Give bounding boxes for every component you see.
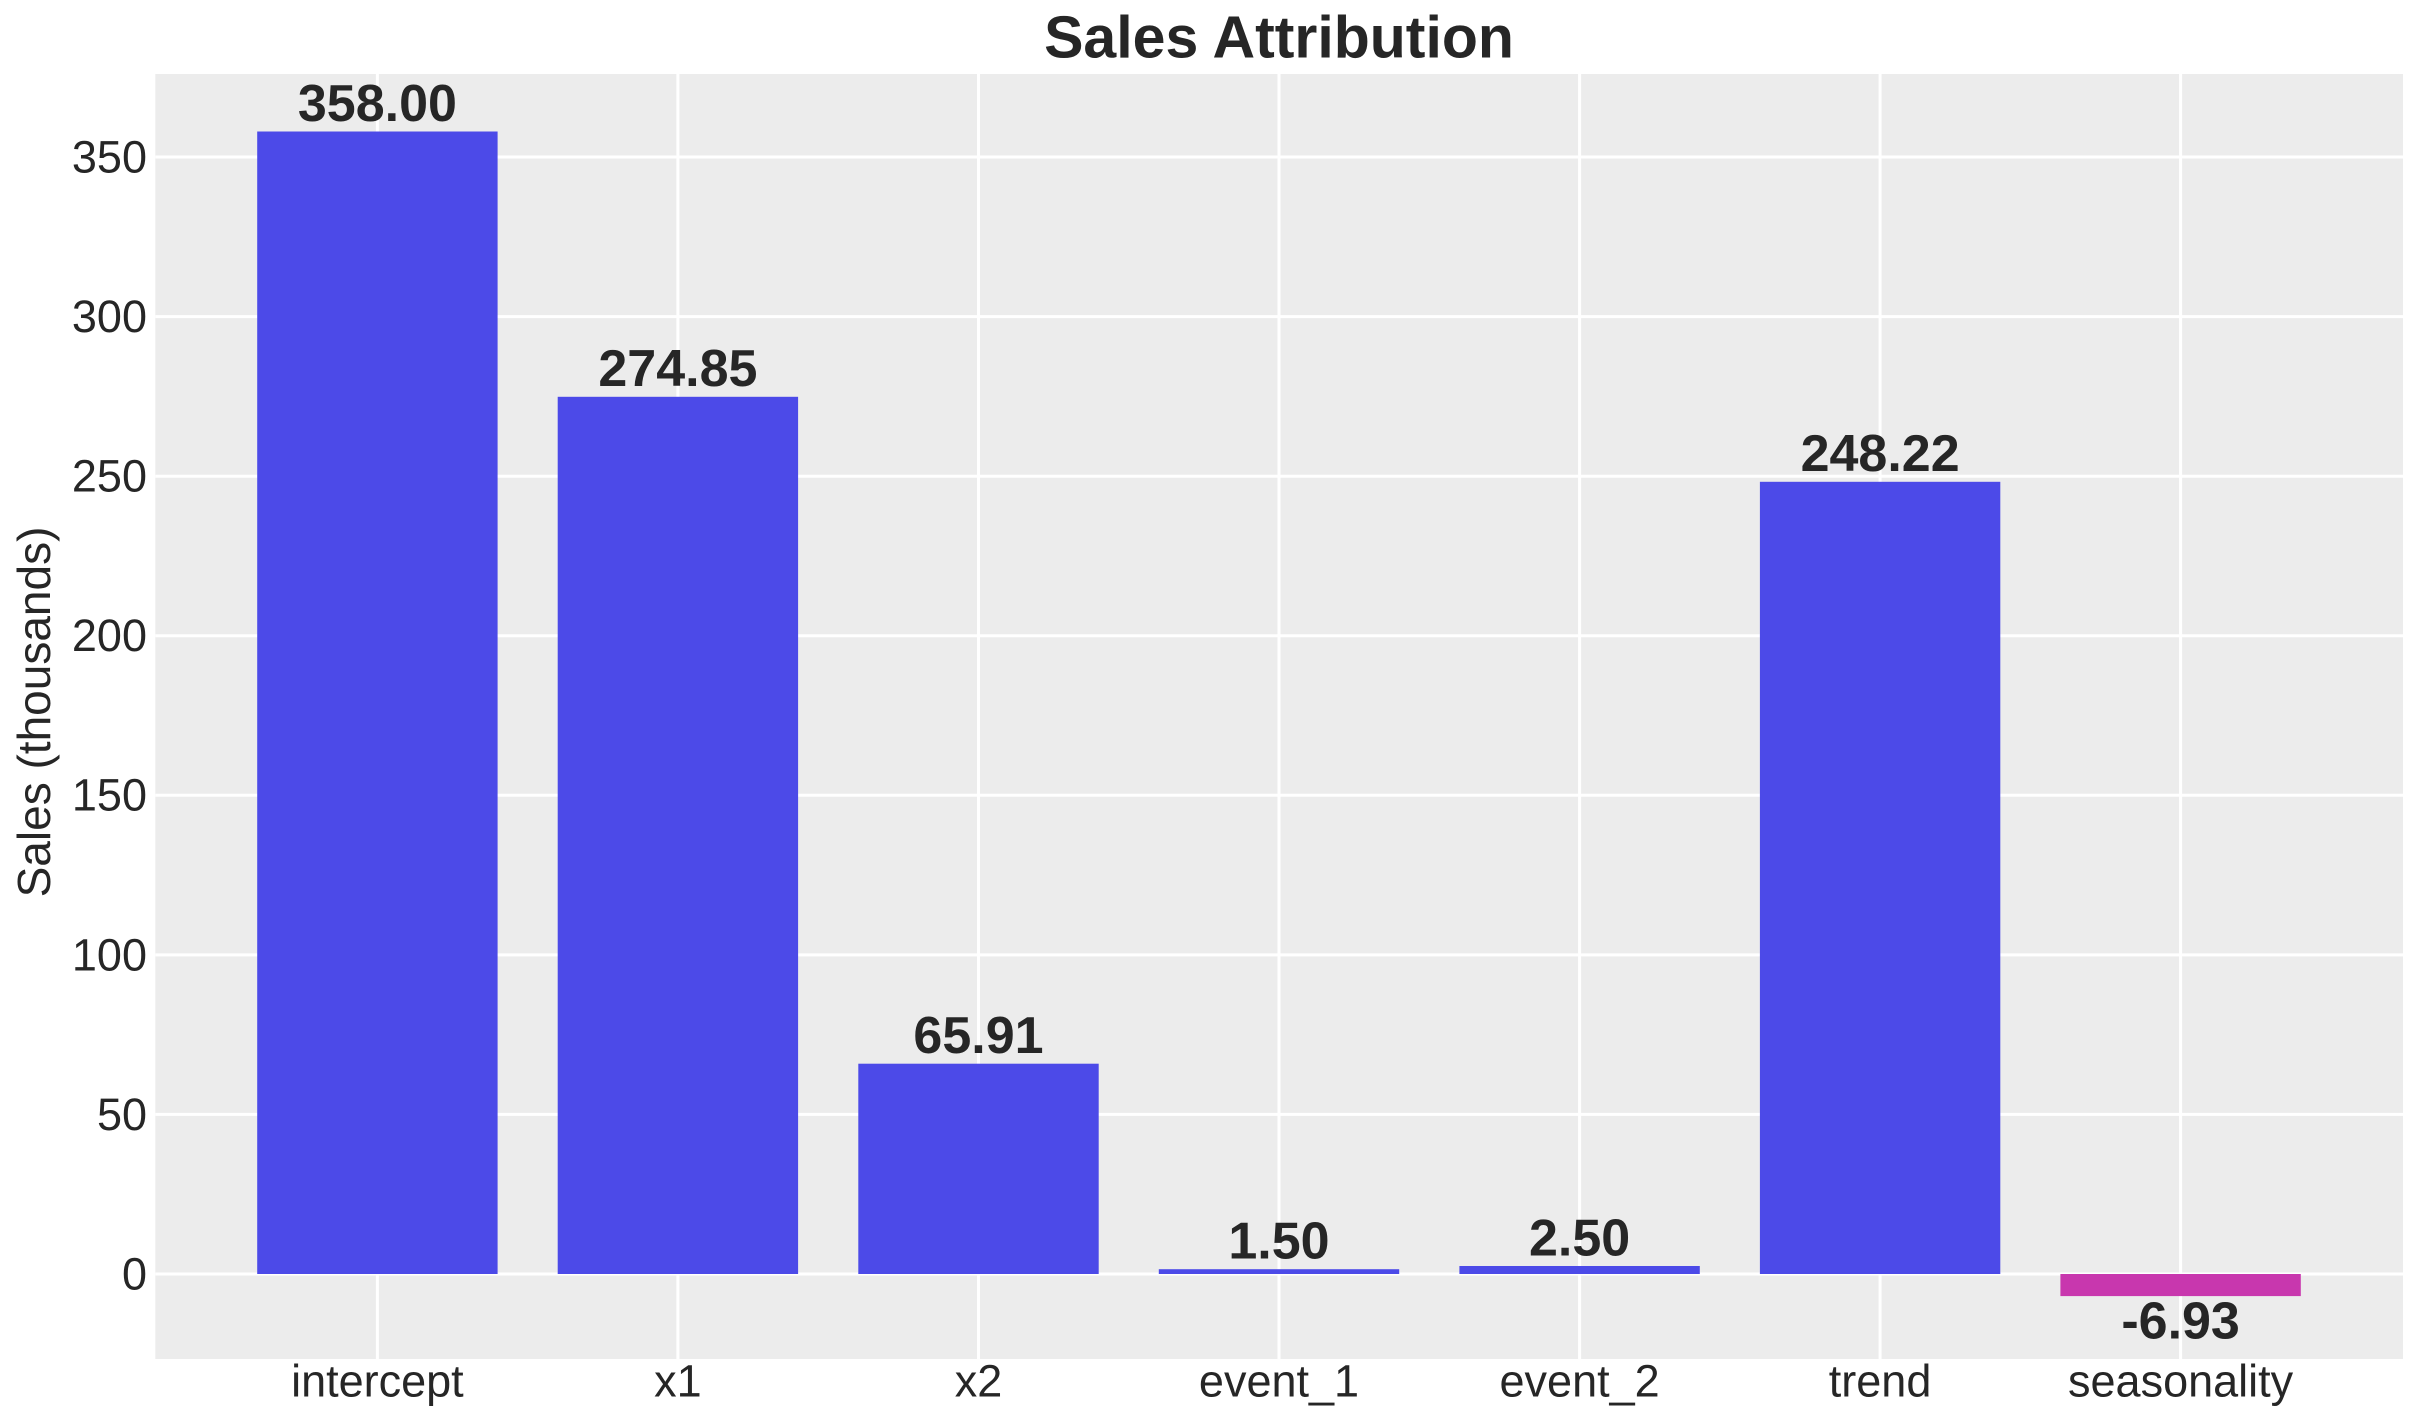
svg-text:358.00: 358.00 — [298, 75, 457, 133]
svg-text:274.85: 274.85 — [598, 340, 757, 398]
svg-text:-6.93: -6.93 — [2121, 1293, 2240, 1351]
svg-text:248.22: 248.22 — [1801, 425, 1960, 483]
svg-text:Sales (thousands): Sales (thousands) — [8, 527, 60, 898]
svg-text:2.50: 2.50 — [1529, 1209, 1630, 1267]
svg-text:300: 300 — [72, 291, 147, 342]
svg-text:150: 150 — [72, 770, 147, 821]
svg-text:intercept: intercept — [291, 1356, 464, 1407]
svg-text:200: 200 — [72, 610, 147, 661]
svg-text:seasonality: seasonality — [2068, 1356, 2294, 1407]
svg-text:350: 350 — [72, 131, 147, 182]
svg-text:event_2: event_2 — [1500, 1356, 1660, 1407]
svg-text:65.91: 65.91 — [913, 1007, 1043, 1065]
svg-text:event_1: event_1 — [1199, 1356, 1359, 1407]
svg-text:100: 100 — [72, 929, 147, 980]
svg-text:x2: x2 — [955, 1356, 1003, 1407]
svg-text:Sales Attribution: Sales Attribution — [1044, 5, 1514, 71]
svg-text:x1: x1 — [654, 1356, 702, 1407]
svg-text:0: 0 — [122, 1248, 147, 1299]
svg-text:250: 250 — [72, 451, 147, 502]
svg-text:1.50: 1.50 — [1228, 1213, 1329, 1271]
svg-text:50: 50 — [97, 1089, 147, 1140]
svg-text:trend: trend — [1829, 1356, 1932, 1407]
